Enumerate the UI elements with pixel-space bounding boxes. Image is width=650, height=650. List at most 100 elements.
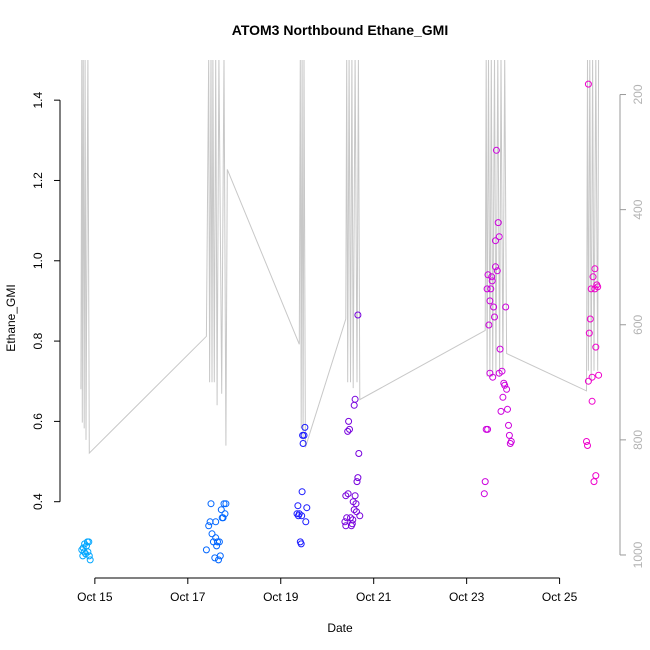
data-point — [505, 421, 512, 429]
x-tick-label: Oct 23 — [449, 590, 485, 604]
data-point — [302, 518, 310, 526]
data-point — [294, 502, 302, 510]
y-tick-label: 0.4 — [31, 493, 45, 510]
x-tick-label: Oct 19 — [263, 590, 299, 604]
data-point — [217, 506, 225, 514]
y-tick-label: 1.4 — [31, 92, 45, 109]
data-point — [493, 267, 501, 275]
data-point — [341, 518, 349, 526]
data-point — [356, 512, 364, 520]
data-point — [487, 285, 495, 293]
data-point — [504, 405, 511, 413]
data-point — [495, 233, 503, 241]
data-point — [343, 514, 351, 522]
data-point — [297, 540, 305, 548]
data-point — [215, 538, 223, 546]
data-point — [301, 423, 309, 431]
data-point — [202, 546, 210, 554]
data-point — [505, 431, 513, 439]
data-point — [346, 425, 353, 433]
data-point — [208, 530, 216, 538]
data-point — [354, 474, 362, 482]
altitude-line — [80, 60, 600, 455]
data-point — [501, 381, 509, 389]
data-point — [212, 518, 220, 526]
y-tick-label: 1.2 — [31, 172, 45, 189]
x-tick-label: Oct 25 — [542, 590, 578, 604]
data-point — [86, 556, 94, 564]
data-point — [488, 273, 496, 281]
data-point — [80, 548, 88, 556]
y-tick-label: 0.8 — [31, 332, 45, 349]
data-point — [222, 500, 230, 508]
data-point — [492, 237, 499, 245]
data-point — [207, 500, 215, 508]
data-point — [588, 373, 596, 381]
data-point — [589, 273, 597, 281]
data-point — [591, 265, 599, 273]
y-tick-label: 1.0 — [31, 252, 45, 269]
data-point — [594, 283, 602, 291]
data-point — [499, 393, 507, 401]
data-point — [485, 321, 493, 329]
data-point — [595, 371, 603, 379]
data-point — [221, 510, 229, 518]
data-point — [588, 397, 596, 405]
data-point — [592, 343, 600, 351]
data-point — [303, 504, 311, 512]
secondary-y-tick-label: 1000 — [631, 541, 645, 568]
data-point — [350, 401, 358, 409]
data-point — [342, 492, 350, 500]
data-point — [590, 478, 598, 486]
plot-area: Oct 15 Oct 17 Oct 19 Oct 21 Oct 23 Oct 25 0.4 0… — [31, 60, 645, 604]
data-point — [503, 385, 511, 393]
data-point — [344, 490, 352, 498]
data-point — [486, 297, 494, 305]
y-axis-title: Ethane_GMI — [4, 284, 18, 351]
data-point — [215, 556, 222, 564]
data-point — [497, 407, 505, 415]
data-point — [586, 315, 594, 323]
data-point — [584, 377, 592, 385]
data-point — [488, 277, 496, 285]
chart-title: ATOM3 Northbound Ethane_GMI — [232, 22, 448, 38]
data-point — [584, 442, 591, 449]
data-point — [344, 427, 352, 435]
data-point — [212, 534, 220, 542]
secondary-y-tick-label: 200 — [631, 84, 645, 104]
data-point — [483, 285, 491, 293]
data-point — [83, 538, 91, 546]
data-point — [489, 373, 497, 381]
data-point — [348, 520, 356, 528]
data-point — [481, 478, 489, 486]
data-point — [349, 516, 357, 524]
data-point — [495, 369, 503, 377]
x-tick-label: Oct 21 — [356, 590, 392, 604]
data-point — [353, 508, 360, 516]
data-point — [592, 472, 600, 480]
secondary-y-tick-label: 800 — [631, 430, 645, 450]
data-point — [79, 552, 87, 560]
data-point — [491, 313, 498, 321]
data-point — [293, 510, 301, 518]
data-point — [585, 329, 593, 337]
data-point — [216, 552, 224, 560]
data-point — [345, 417, 353, 425]
data-point — [84, 548, 92, 556]
secondary-y-tick-label: 600 — [631, 314, 645, 334]
data-point — [220, 500, 228, 508]
data-point — [351, 492, 359, 500]
data-point — [494, 219, 502, 227]
data-point — [205, 522, 213, 530]
x-axis-title: Date — [327, 621, 353, 635]
data-point — [355, 450, 363, 457]
secondary-y-tick-label: 400 — [631, 199, 645, 219]
data-point — [507, 438, 515, 445]
y-tick-label: 0.6 — [31, 413, 45, 430]
data-point — [299, 440, 307, 447]
data-point — [484, 271, 492, 279]
data-point — [492, 263, 499, 271]
x-tick-label: Oct 15 — [77, 590, 113, 604]
